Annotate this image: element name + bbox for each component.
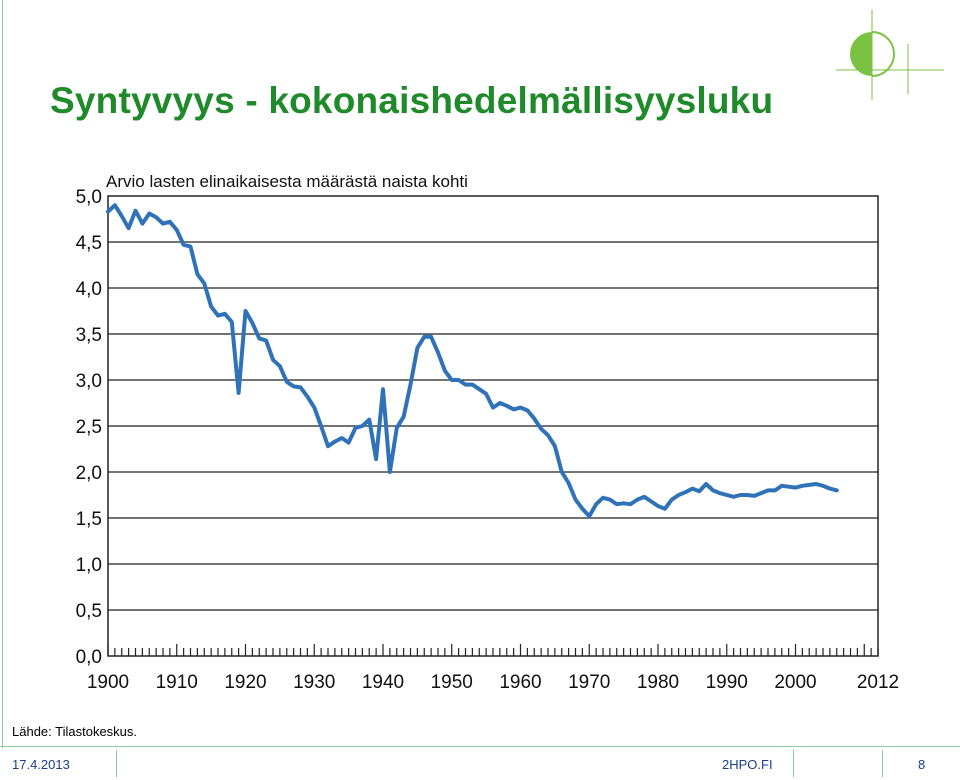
y-tick-label: 4,5 bbox=[76, 233, 102, 254]
x-tick-label: 1930 bbox=[293, 672, 335, 693]
x-minor-ticks bbox=[107, 644, 879, 656]
footer-separator bbox=[882, 750, 883, 777]
y-tick-label: 5,0 bbox=[76, 187, 102, 208]
x-tick-label: 1900 bbox=[87, 672, 129, 693]
x-tick-label: 1910 bbox=[156, 672, 198, 693]
y-tick-label: 3,5 bbox=[76, 325, 102, 346]
footer-page-number: 8 bbox=[918, 757, 926, 772]
left-border-line bbox=[2, 0, 3, 748]
footer-separator bbox=[116, 750, 117, 777]
x-tick-label: 1990 bbox=[706, 672, 748, 693]
y-tick-label: 2,0 bbox=[76, 463, 102, 484]
x-tick-label: 1960 bbox=[499, 672, 541, 693]
y-tick-label: 0,5 bbox=[76, 601, 102, 622]
x-tick-label: 1920 bbox=[224, 672, 266, 693]
footer-site: 2HPO.FI bbox=[722, 757, 773, 772]
chart-title: Arvio lasten elinaikaisesta määrästä nai… bbox=[106, 172, 468, 191]
series-lines bbox=[106, 203, 839, 519]
x-tick-label: 1950 bbox=[431, 672, 473, 693]
y-tick-label: 1,0 bbox=[76, 555, 102, 576]
x-tick-label: 1970 bbox=[568, 672, 610, 693]
fertility-rate-line bbox=[106, 203, 839, 519]
x-tick-label: 2000 bbox=[774, 672, 816, 693]
grid-lines bbox=[108, 241, 878, 611]
x-tick-labels: 1900 1910 1920 1930 1940 1950 1960 1970 1980 1990… bbox=[87, 672, 899, 693]
y-tick-label: 2,5 bbox=[76, 417, 102, 438]
footer-rule bbox=[0, 746, 960, 747]
fertility-rate-chart: 5,04,54,03,53,02,52,01,51,00,50,0 1900 19… bbox=[76, 172, 900, 693]
y-tick-labels: 5,0 4,5 4,0 3,5 3,0 2,5 2,0 1,5 1,0 0,5 0,0 bbox=[76, 187, 102, 668]
y-tick-label: 4,0 bbox=[76, 279, 102, 300]
x-tick-label: 1940 bbox=[362, 672, 404, 693]
x-tick-label: 1980 bbox=[637, 672, 679, 693]
x-tick-label: 2012 bbox=[857, 672, 899, 693]
y-tick-label: 0,0 bbox=[76, 647, 102, 668]
footer-date: 17.4.2013 bbox=[12, 757, 70, 772]
y-tick-label: 1,5 bbox=[76, 509, 102, 530]
half-circle-logo-icon bbox=[836, 10, 944, 100]
slide-title: Syntyvyys - kokonaishedelmällisyysluku bbox=[50, 80, 774, 121]
footer-separator bbox=[793, 750, 794, 777]
y-tick-label: 3,0 bbox=[76, 371, 102, 392]
source-note: Lähde: Tilastokeskus. bbox=[12, 724, 138, 739]
